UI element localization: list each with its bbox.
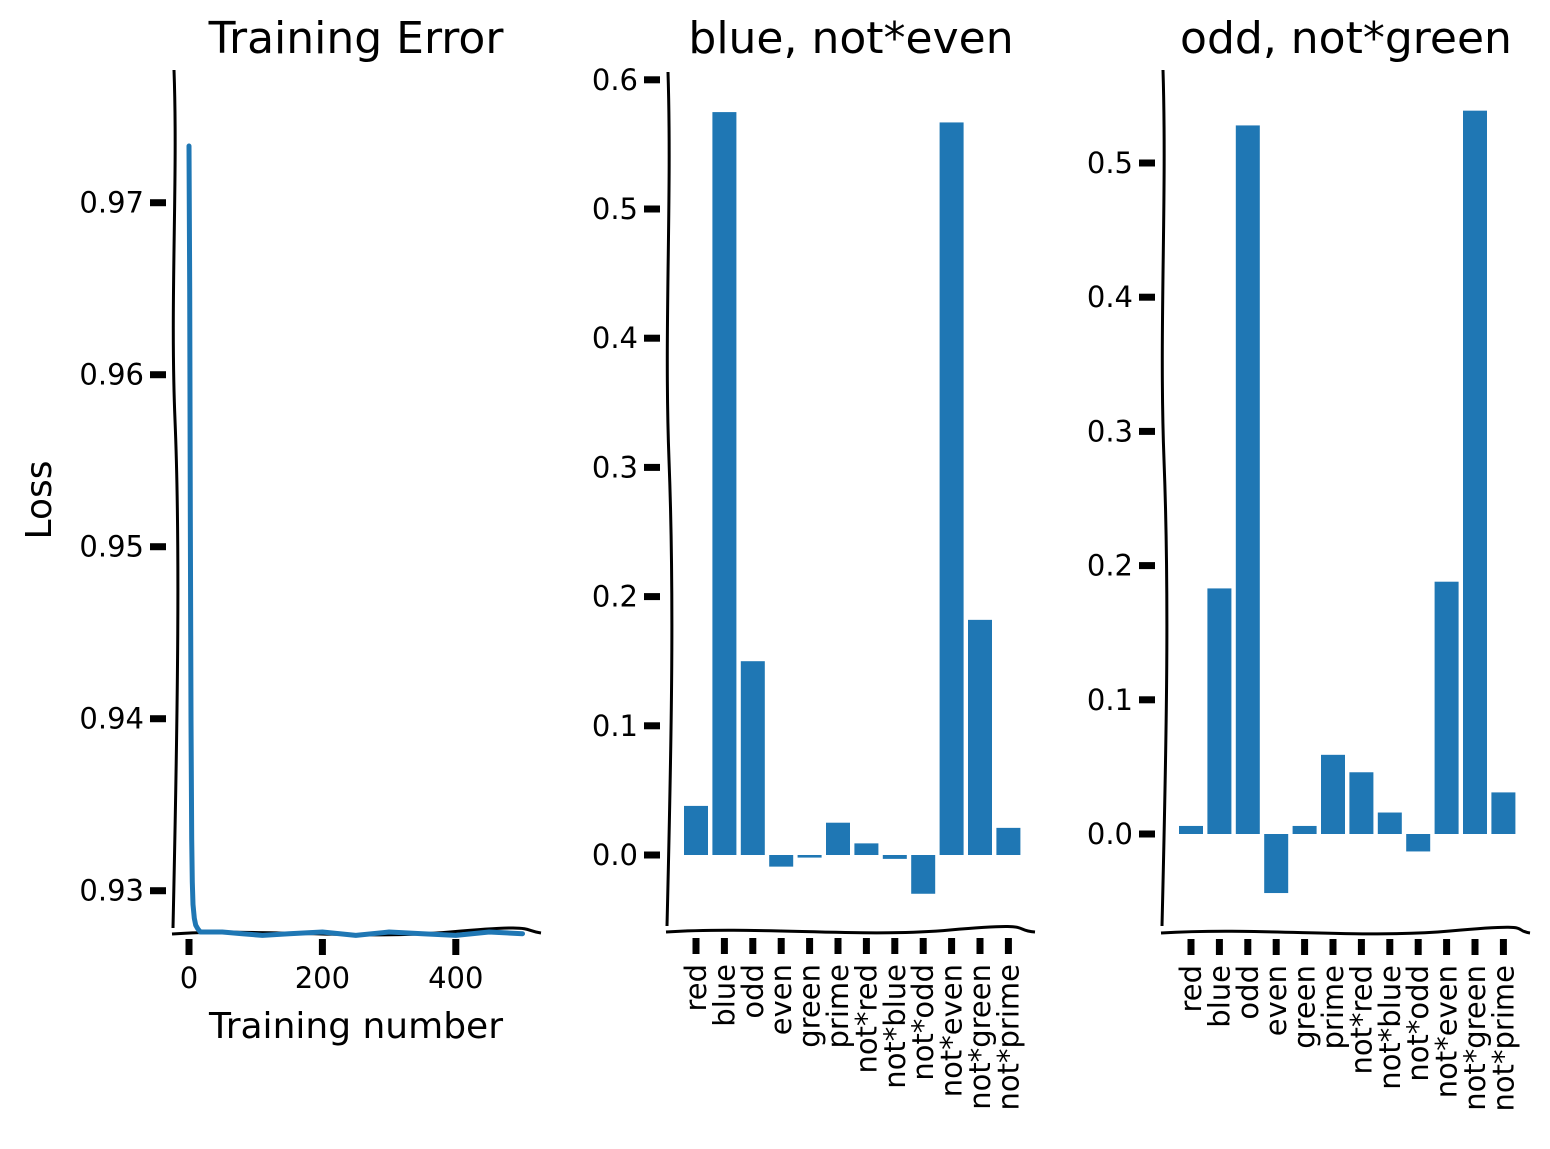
bars (684, 112, 1021, 894)
x-tick-label: not*even (1430, 965, 1464, 1098)
x-ticks: redblueoddevengreenprimenot*rednot*bluen… (1174, 939, 1520, 1111)
bars (1179, 110, 1516, 894)
x-axis-line (665, 925, 1036, 935)
x-tick-label: red (679, 964, 713, 1012)
bar-prime (1321, 754, 1345, 834)
x-tick-label: green (1288, 965, 1322, 1049)
x-tick-label: blue (1202, 965, 1236, 1028)
x-tick-label: prime (1316, 965, 1350, 1049)
x-tick-label: prime (821, 964, 855, 1048)
bar-not-blue (882, 855, 907, 859)
x-tick-label: even (1259, 965, 1293, 1036)
bar-not-blue (1377, 812, 1402, 834)
x-tick-label: not*even (935, 964, 969, 1097)
y-tick-label: 0.3 (1087, 414, 1133, 448)
x-tick-label: even (764, 964, 798, 1035)
y-tick-label: 0.2 (1087, 549, 1133, 583)
y-tick-label: 0.1 (592, 709, 638, 743)
y-tick-label: 0.97 (79, 186, 144, 220)
y-tick-label: 0.96 (79, 358, 144, 392)
bar-even (769, 855, 794, 867)
bar-not-green (968, 619, 992, 855)
y-ticks: 0.0 0.1 0.2 0.3 0.4 0.5 (1087, 146, 1155, 851)
x-tick-label: odd (1231, 965, 1265, 1020)
line-series (186, 143, 525, 938)
y-tick-label: 0.0 (592, 838, 638, 872)
y-tick-label: 0.5 (1087, 146, 1133, 180)
blue-not-even-chart: blue, not*even 0.0 0.1 0.2 0.3 0.4 0.5 0.6 red… (592, 13, 1036, 1110)
bar-blue (712, 112, 737, 856)
y-tick-label: 0.4 (1087, 280, 1133, 314)
y-tick-label: 0.93 (79, 874, 144, 908)
y-axis-line (665, 71, 674, 927)
y-axis-line (1160, 69, 1169, 927)
x-tick-label: red (1174, 965, 1208, 1013)
bar-not-red (1349, 772, 1374, 834)
y-ticks: 0.93 0.94 0.95 0.96 0.97 (79, 186, 166, 908)
x-tick-label: not*red (1344, 965, 1378, 1075)
x-tick-label: not*red (849, 964, 883, 1074)
x-tick-label: not*odd (906, 964, 940, 1081)
bar-odd (740, 661, 765, 855)
y-ticks: 0.0 0.1 0.2 0.3 0.4 0.5 0.6 (592, 63, 660, 872)
y-tick-label: 0.2 (592, 580, 638, 614)
bar-prime (826, 822, 850, 855)
bar-not-green (1463, 110, 1487, 835)
x-tick-label: not*prime (1486, 965, 1520, 1111)
y-tick-label: 0.6 (592, 63, 638, 97)
x-tick-label: not*odd (1401, 965, 1435, 1082)
bar-not-even (1434, 581, 1459, 834)
bar-not-even (939, 122, 964, 856)
chart-title: Training Error (208, 13, 505, 64)
y-tick-label: 0.95 (79, 530, 144, 564)
x-axis-label: Training number (208, 1006, 503, 1047)
bar-odd (1235, 125, 1260, 834)
x-tick-label: not*green (1458, 965, 1492, 1111)
bar-not-odd (1406, 834, 1431, 852)
x-tick-label: not*prime (991, 964, 1025, 1110)
y-axis-label: Loss (19, 461, 60, 540)
loss-line (186, 143, 525, 938)
x-tick-label: blue (707, 964, 741, 1027)
x-tick-label: odd (736, 964, 770, 1019)
x-ticks: redblueoddevengreenprimenot*rednot*bluen… (679, 938, 1025, 1110)
y-tick-label: 0.1 (1087, 683, 1133, 717)
training-error-chart: Training Error Loss Training number 0.93… (19, 13, 542, 1047)
y-tick-label: 0.3 (592, 450, 638, 484)
chart-title: blue, not*even (688, 13, 1013, 64)
y-tick-label: 0.4 (592, 321, 638, 355)
bar-not-odd (911, 855, 936, 894)
x-axis-line (1160, 925, 1531, 936)
bar-red (1179, 825, 1203, 834)
y-tick-label: 0.5 (592, 192, 638, 226)
x-tick-label: green (793, 964, 827, 1048)
bar-red (684, 805, 708, 855)
bar-not-prime (996, 827, 1021, 855)
odd-not-green-chart: odd, not*green 0.0 0.1 0.2 0.3 0.4 0.5 redblu… (1087, 13, 1531, 1111)
bar-green (1292, 825, 1317, 834)
bar-even (1264, 834, 1289, 894)
bar-blue (1207, 588, 1232, 834)
y-tick-label: 0.94 (79, 702, 144, 736)
x-tick-label: 0 (180, 961, 198, 995)
y-axis-line (171, 69, 180, 929)
bar-not-prime (1491, 792, 1516, 834)
x-tick-label: not*blue (1373, 965, 1407, 1090)
x-tick-label: not*blue (878, 964, 912, 1089)
chart-title: odd, not*green (1180, 13, 1512, 64)
bar-not-red (854, 843, 879, 855)
y-tick-label: 0.0 (1087, 817, 1133, 851)
x-tick-label: 200 (295, 961, 350, 995)
x-tick-label: not*green (963, 964, 997, 1110)
bar-green (797, 855, 822, 858)
x-tick-label: 400 (428, 961, 483, 995)
x-ticks: 0 200 400 (180, 939, 483, 995)
